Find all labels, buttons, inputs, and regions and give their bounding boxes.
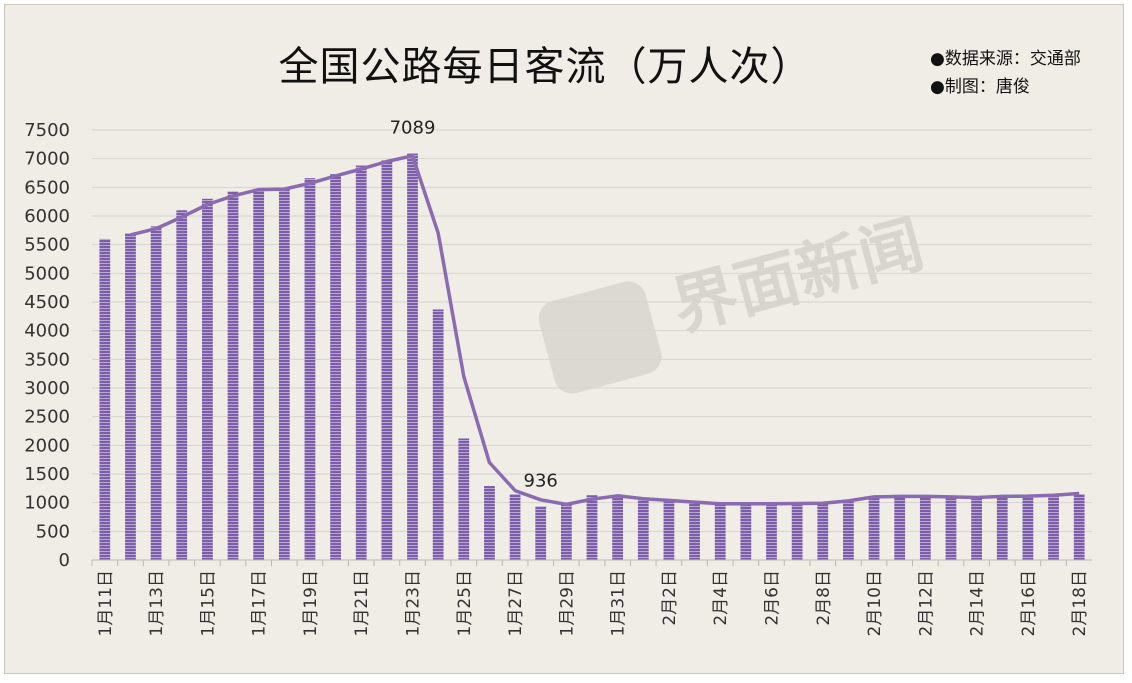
x-tick-label: 2月18日	[1070, 570, 1090, 636]
x-tick-label: 2月2日	[660, 570, 680, 626]
bar	[586, 495, 598, 560]
x-tick-label: 1月27日	[506, 570, 526, 636]
bar	[458, 438, 470, 560]
x-tick-label: 1月23日	[404, 570, 424, 636]
data-source-note: ●数据来源：交通部	[930, 49, 1081, 69]
bar	[945, 497, 957, 560]
bar	[714, 504, 726, 560]
y-tick-label: 5000	[24, 263, 70, 284]
y-tick-label: 6000	[24, 206, 70, 227]
bar	[663, 501, 675, 560]
x-tick-label: 1月25日	[455, 570, 475, 636]
data-labels: 7089 936	[390, 118, 558, 492]
bar	[612, 496, 624, 560]
bar	[919, 495, 931, 560]
x-tick-label: 1月15日	[198, 570, 218, 636]
y-tick-label: 5500	[24, 235, 70, 256]
x-tick-label: 2月10日	[865, 570, 885, 636]
y-tick-label: 2000	[24, 435, 70, 456]
bar-series	[99, 153, 1085, 561]
x-tick-label: 1月19日	[301, 570, 321, 636]
bar	[1073, 494, 1085, 560]
y-axis: 0 500 1000 1500 2000 2500 3000 3500 4000 4500 5000…	[24, 120, 70, 571]
bar	[766, 504, 777, 560]
y-tick-label: 1500	[24, 464, 70, 485]
bar	[560, 504, 572, 560]
bar	[202, 198, 213, 561]
bar	[1048, 495, 1059, 560]
x-tick-label: 1月17日	[250, 570, 270, 636]
bar	[125, 233, 136, 560]
bar	[150, 226, 162, 560]
bar	[381, 160, 393, 561]
y-tick-label: 3500	[24, 349, 70, 370]
author-note: ●制图：唐俊	[930, 77, 1030, 97]
x-tick-label: 1月11日	[96, 570, 116, 636]
x-tick-label: 2月4日	[711, 570, 731, 626]
bar	[637, 499, 649, 560]
data-label: 7089	[390, 118, 436, 139]
grid-lines	[92, 129, 1092, 532]
data-label: 936	[524, 470, 558, 491]
bar	[253, 188, 265, 561]
bar	[868, 496, 880, 560]
x-tick-label: 1月13日	[147, 570, 167, 636]
bar	[355, 165, 367, 560]
y-tick-label: 3000	[24, 378, 70, 399]
bar	[996, 496, 1008, 560]
bar	[176, 210, 188, 560]
y-tick-label: 6500	[24, 177, 70, 198]
line-series	[130, 154, 1080, 507]
bar	[791, 504, 803, 560]
chart-title: 全国公路每日客流（万人次）	[278, 44, 812, 90]
bar	[509, 494, 521, 560]
y-tick-label: 7500	[24, 120, 70, 141]
x-tick-label: 2月14日	[968, 570, 988, 636]
x-tick-label: 1月31日	[609, 570, 629, 636]
bar	[1022, 496, 1034, 560]
bar	[278, 189, 290, 560]
bar	[689, 503, 700, 560]
x-tick-label: 2月8日	[814, 570, 834, 626]
y-tick-label: 500	[36, 521, 70, 542]
y-tick-label: 4000	[24, 321, 70, 342]
bar	[535, 506, 547, 560]
x-tick-label: 2月6日	[762, 570, 782, 626]
series-line	[130, 154, 1080, 507]
y-tick-label: 2500	[24, 407, 70, 428]
x-tick-label: 1月29日	[557, 570, 577, 636]
bar	[843, 499, 854, 560]
watermark-text: 界面新闻	[665, 208, 931, 346]
bar	[894, 496, 906, 560]
bar	[330, 174, 341, 560]
bar	[971, 498, 982, 560]
x-tick-label: 1月21日	[352, 570, 372, 636]
x-tick-label: 2月16日	[1019, 570, 1039, 636]
bar	[407, 153, 418, 560]
y-tick-label: 1000	[24, 493, 70, 514]
y-tick-label: 4500	[24, 292, 70, 313]
bar	[817, 503, 829, 560]
bar	[432, 309, 444, 560]
bar	[227, 191, 239, 560]
y-tick-label: 7000	[24, 149, 70, 170]
bar	[484, 486, 495, 560]
watermark-logo	[538, 281, 662, 394]
bar	[740, 504, 752, 560]
watermark: 界面新闻	[538, 208, 931, 394]
x-axis: 1月11日 1月13日 1月15日 1月17日 1月19日 1月21日 1月23日 1月25日…	[91, 559, 1092, 636]
x-tick-label: 2月12日	[916, 570, 936, 636]
y-tick-label: 0	[59, 550, 70, 571]
bar	[304, 178, 316, 560]
bar	[99, 238, 111, 560]
